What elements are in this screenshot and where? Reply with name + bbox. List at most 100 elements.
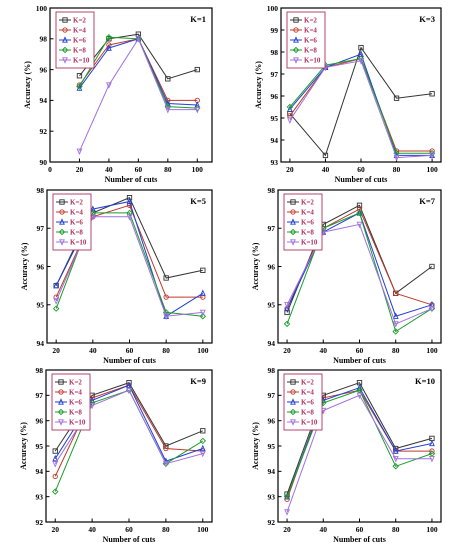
series-line xyxy=(286,204,433,313)
data-point xyxy=(52,473,58,480)
x-tick-label: 20 xyxy=(283,525,291,534)
legend-marker xyxy=(290,239,296,246)
data-point xyxy=(199,312,207,320)
legend-marker xyxy=(62,57,68,64)
data-point xyxy=(199,444,206,452)
series-K-10 xyxy=(76,36,201,156)
x-tick-label: 60 xyxy=(125,525,133,534)
legend-marker xyxy=(59,218,65,225)
y-tick-label: 95 xyxy=(36,442,44,451)
legend: K=2 K=4 K=6 K=8 K=10 xyxy=(52,193,92,251)
x-tick-label: 100 xyxy=(197,525,209,534)
legend-label: K=6 xyxy=(304,37,317,45)
data-point xyxy=(393,290,399,296)
data-point xyxy=(356,221,363,229)
legend-marker xyxy=(293,57,299,64)
data-point xyxy=(200,294,206,300)
legend-label: K=8 xyxy=(301,229,314,237)
series-line xyxy=(79,33,198,80)
data-point xyxy=(163,445,169,452)
legend-label: K=2 xyxy=(73,17,86,25)
data-point xyxy=(52,305,60,312)
data-point xyxy=(429,300,435,308)
y-tick-label: 96 xyxy=(36,416,44,425)
data-point xyxy=(105,34,113,41)
series-K-4 xyxy=(76,36,200,104)
y-tick-label: 98 xyxy=(271,48,279,57)
y-tick-label: 94 xyxy=(36,467,44,476)
data-point xyxy=(429,152,436,160)
legend-box xyxy=(286,11,326,69)
legend-label: K=4 xyxy=(301,389,314,397)
x-tick-label: 100 xyxy=(192,165,204,174)
data-point xyxy=(163,294,169,300)
legend-label: K=6 xyxy=(301,219,314,227)
data-point xyxy=(392,447,399,454)
y-tick-label: 95 xyxy=(268,301,276,310)
series-K-10 xyxy=(286,58,436,162)
legend-label: K=2 xyxy=(304,17,317,25)
data-point xyxy=(429,456,435,463)
legend-label: K=10 xyxy=(304,57,321,65)
y-tick-label: 97 xyxy=(271,70,279,79)
x-tick-label: 20 xyxy=(286,165,294,174)
data-point xyxy=(392,312,399,319)
y-axis-label: Accuracy (%) xyxy=(20,242,29,290)
x-tick-label: 80 xyxy=(164,165,172,174)
data-point xyxy=(429,439,435,447)
y-tick-label: 96 xyxy=(37,262,45,271)
y-axis-label: Accuracy (%) xyxy=(19,422,28,470)
y-tick-label: 94 xyxy=(37,339,45,348)
legend: K=2 K=4 K=6 K=8 K=10 xyxy=(55,11,95,69)
data-point xyxy=(52,461,59,468)
x-axis-label: Number of cuts xyxy=(333,356,386,365)
legend-marker xyxy=(292,46,300,54)
legend-marker xyxy=(293,36,299,43)
legend-marker xyxy=(58,398,64,405)
y-tick-label: 100 xyxy=(267,4,279,13)
legend-marker xyxy=(58,228,66,236)
legend-label: K=8 xyxy=(70,229,83,237)
y-axis-label: Accuracy (%) xyxy=(251,242,260,290)
y-tick-label: 96 xyxy=(268,262,276,271)
y-tick-label: 96 xyxy=(271,92,279,101)
legend-marker xyxy=(62,17,68,23)
y-tick-label: 98 xyxy=(37,186,45,195)
x-tick-label: 80 xyxy=(392,346,400,355)
y-tick-label: 98 xyxy=(36,366,44,375)
y-tick-label: 93 xyxy=(36,492,44,501)
data-point xyxy=(106,82,112,89)
data-point xyxy=(53,298,60,305)
chart-panel-1: 0 20 40 60 80 100 90 92 94 96 98 100 Number of cuts A… xyxy=(23,4,213,184)
y-axis-label: Accuracy (%) xyxy=(251,422,260,470)
series-K-4 xyxy=(287,55,435,154)
data-point xyxy=(358,58,364,65)
data-point xyxy=(393,154,400,162)
x-tick-label: 20 xyxy=(283,346,291,355)
series-line xyxy=(79,38,198,106)
legend-label: K=10 xyxy=(73,57,90,65)
x-tick-label: 0 xyxy=(48,165,52,174)
data-point xyxy=(392,463,399,470)
legend-label: K=10 xyxy=(70,239,87,247)
series-line xyxy=(289,46,433,157)
data-point xyxy=(106,36,112,42)
legend-label: K=10 xyxy=(301,419,318,427)
series-line xyxy=(286,212,433,333)
legend: K=2 K=4 K=6 K=8 K=10 xyxy=(283,193,323,251)
y-tick-label: 95 xyxy=(37,301,45,310)
x-tick-label: 60 xyxy=(135,165,143,174)
x-tick-label: 60 xyxy=(126,346,134,355)
legend-marker xyxy=(62,27,68,33)
x-tick-label: 80 xyxy=(162,525,170,534)
y-tick-label: 92 xyxy=(36,518,44,527)
legend-marker xyxy=(61,46,69,54)
series-line xyxy=(289,60,433,159)
data-point xyxy=(429,91,435,97)
data-point xyxy=(135,36,142,43)
legend-marker xyxy=(289,228,297,236)
y-axis-label: Accuracy (%) xyxy=(23,61,32,109)
series-K-10 xyxy=(284,392,435,516)
legend-label: K=2 xyxy=(69,379,82,387)
x-tick-label: 40 xyxy=(88,525,96,534)
